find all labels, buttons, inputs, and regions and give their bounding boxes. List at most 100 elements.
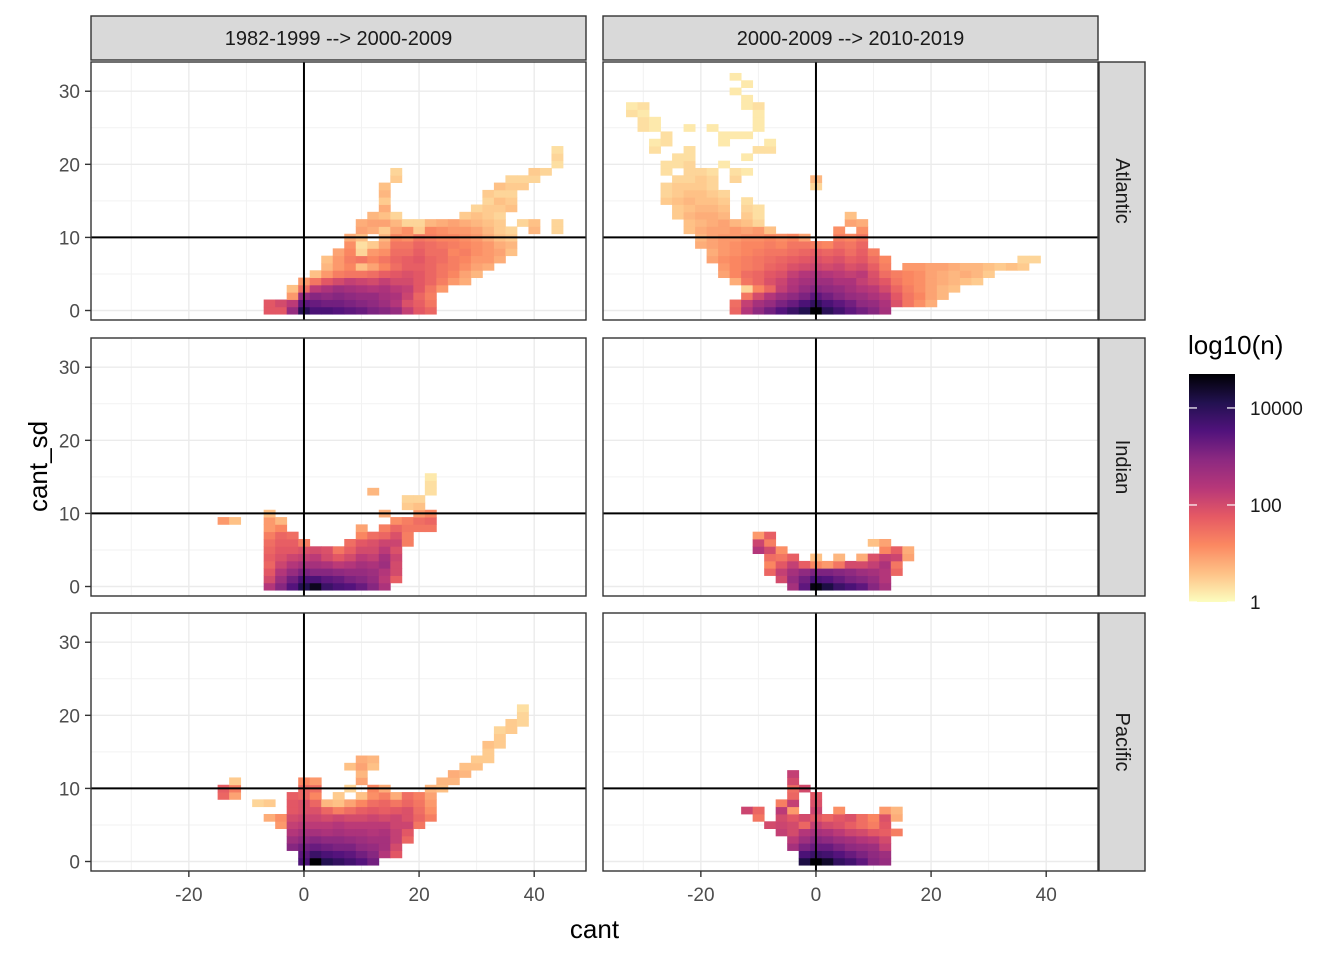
heatmap-cell xyxy=(436,241,449,249)
heatmap-cell xyxy=(355,568,368,576)
heatmap-cell xyxy=(217,517,230,525)
heatmap-cell xyxy=(775,813,788,822)
heatmap-cell xyxy=(482,241,495,249)
x-tick-label: 20 xyxy=(409,885,430,906)
panel-border xyxy=(602,612,1099,872)
heatmap-cell xyxy=(413,495,426,503)
heatmap-cell xyxy=(390,255,403,264)
heatmap-cell xyxy=(787,568,800,576)
y-tick-label: 0 xyxy=(69,852,80,873)
heatmap-cell xyxy=(286,575,299,584)
heatmap-cell xyxy=(775,241,788,249)
heatmap-cell xyxy=(355,546,368,555)
heatmap-cell xyxy=(775,248,788,257)
y-tick-label: 30 xyxy=(59,358,80,379)
heatmap-cell xyxy=(936,277,949,286)
heatmap-cell xyxy=(833,255,846,264)
heatmap-cell xyxy=(401,502,414,511)
heatmap-cell xyxy=(401,517,414,525)
heatmap-cell xyxy=(355,813,368,822)
panel-atlantic-1 xyxy=(90,61,587,321)
heatmap-cell xyxy=(344,277,357,286)
heatmap-cell xyxy=(741,299,754,308)
strip-label-row-indian: Indian xyxy=(1111,440,1133,495)
heatmap-cell xyxy=(994,262,1007,271)
heatmap-cell xyxy=(902,277,915,286)
heatmap-cell xyxy=(787,262,800,271)
heatmap-cell xyxy=(787,806,800,815)
panel-border xyxy=(90,612,587,872)
heatmap-cell xyxy=(344,799,357,808)
y-tick-label: 10 xyxy=(59,228,80,249)
heatmap-cell xyxy=(844,813,857,822)
heatmap-cell xyxy=(695,182,708,191)
y-tick-label: 20 xyxy=(59,706,80,727)
strip-label-row-pacific: Pacific xyxy=(1111,713,1133,772)
heatmap-cell xyxy=(378,813,391,822)
heatmap-cell xyxy=(263,799,276,808)
heatmap-cell xyxy=(401,292,414,300)
heatmap-cell xyxy=(355,292,368,300)
heatmap-cell xyxy=(683,167,696,176)
heatmap-cell xyxy=(775,255,788,264)
heatmap-cell xyxy=(706,204,719,213)
heatmap-cell xyxy=(764,262,777,271)
heatmap-cell xyxy=(752,255,765,264)
heatmap-cell xyxy=(367,835,380,844)
heatmap-cell xyxy=(355,299,368,308)
heatmap-cell xyxy=(459,255,472,264)
heatmap-cell xyxy=(879,813,892,822)
heatmap-cell xyxy=(821,292,834,300)
heatmap-cell xyxy=(378,524,391,533)
legend: log10(n) 1 100 10000 xyxy=(1188,330,1303,614)
heatmap-cell xyxy=(309,560,322,569)
heatmap-cell xyxy=(286,306,299,315)
heatmap-cell xyxy=(844,248,857,257)
x-tick-label: -20 xyxy=(687,885,714,906)
heatmap-cell xyxy=(856,850,869,859)
heatmap-cell xyxy=(390,211,403,220)
heatmap-cell xyxy=(424,299,437,308)
heatmap-cell xyxy=(787,292,800,300)
heatmap-cell xyxy=(378,219,391,227)
heatmap-cell xyxy=(309,821,322,830)
heatmap-cell xyxy=(401,262,414,271)
heatmap-cell xyxy=(879,835,892,844)
heatmap-cell xyxy=(321,813,334,822)
heatmap-cell xyxy=(493,189,506,198)
heatmap-cell xyxy=(344,813,357,822)
heatmap-cell xyxy=(321,568,334,576)
heatmap-cell xyxy=(833,277,846,286)
heatmap-cell xyxy=(856,835,869,844)
heatmap-cell xyxy=(390,167,403,176)
heatmap-cell xyxy=(867,538,880,547)
panel-atlantic-2 xyxy=(602,61,1099,321)
heatmap-cell xyxy=(741,80,754,88)
heatmap-cell xyxy=(844,270,857,279)
heatmap-cell xyxy=(367,850,380,859)
heatmap-cell xyxy=(844,843,857,851)
heatmap-cell xyxy=(470,226,483,235)
heatmap-cell xyxy=(424,292,437,300)
heatmap-cell xyxy=(867,299,880,308)
heatmap-cell xyxy=(321,270,334,279)
heatmap-cell xyxy=(890,828,903,837)
heatmap-cell xyxy=(752,241,765,249)
heatmap-cell xyxy=(752,211,765,220)
legend-label: 10000 xyxy=(1250,399,1303,420)
heatmap-cell xyxy=(401,821,414,830)
heatmap-cell xyxy=(890,546,903,555)
heatmap-cell xyxy=(764,255,777,264)
heatmap-cell xyxy=(787,777,800,786)
heatmap-cell xyxy=(332,821,345,830)
heatmap-cell xyxy=(309,835,322,844)
heatmap-cell xyxy=(902,270,915,279)
heatmap-cell xyxy=(752,146,765,154)
heatmap-cell xyxy=(626,102,638,110)
heatmap-cell xyxy=(913,284,926,293)
panel-border xyxy=(90,337,587,597)
heatmap-cell xyxy=(683,204,696,213)
heatmap-cell xyxy=(332,799,345,808)
heatmap-cell xyxy=(332,835,345,844)
heatmap-cell xyxy=(493,204,506,213)
